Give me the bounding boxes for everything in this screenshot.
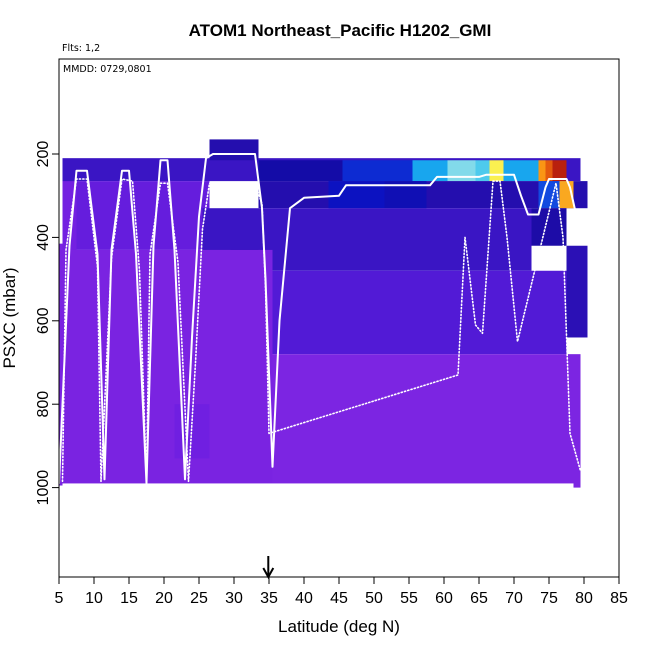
y-tick-label-400: 400 [35, 224, 52, 251]
flight-track-dotted [61, 178, 582, 483]
x-tick-label-35: 35 [260, 590, 278, 607]
marker-head [262, 567, 275, 580]
x-tick-label-20: 20 [155, 590, 173, 607]
heatmap-cell-8 [447, 160, 476, 182]
x-tick-label-5: 5 [55, 590, 64, 607]
heatmap-cell-26 [62, 249, 273, 484]
x-axis-label: Latitude (deg N) [278, 617, 400, 636]
x-tick-label-10: 10 [85, 590, 103, 607]
heatmap-cell-6 [342, 160, 413, 182]
heatmap-cell-29 [573, 470, 581, 488]
heatmap-cell-4 [209, 139, 259, 161]
flight-track-solid [59, 153, 578, 485]
heatmap-cell-25 [272, 270, 567, 355]
x-tick-label-75: 75 [540, 590, 558, 607]
heatmap-cell-9 [475, 160, 490, 182]
flight-tracks [59, 153, 582, 485]
y-tick-label-1000: 1000 [35, 470, 52, 506]
heatmap-cell-10 [489, 160, 504, 182]
x-tick-label-60: 60 [435, 590, 453, 607]
chart-title: ATOM1 Northeast_Pacific H1202_GMI [189, 21, 492, 40]
x-tick-label-85: 85 [610, 590, 628, 607]
x-tick-label-25: 25 [190, 590, 208, 607]
x-tick-label-45: 45 [330, 590, 348, 607]
heatmap-cell-3 [76, 181, 210, 250]
heatmap-cell-22 [272, 208, 532, 271]
y-tick-label-600: 600 [35, 307, 52, 334]
heatmap-cells [59, 139, 588, 488]
x-tick-label-55: 55 [400, 590, 418, 607]
y-axis-label: PSXC (mbar) [0, 267, 19, 368]
dates-annotation: MMDD: 0729,0801 [63, 64, 152, 75]
x-axis: 5 10 15 20 25 30 35 40 45 50 55 60 65 70 75 80 85 [55, 576, 628, 607]
x-tick-label-30: 30 [225, 590, 243, 607]
heatmap-cell-7 [412, 160, 448, 182]
heatmap-cell-13 [545, 160, 553, 182]
y-axis: 200 400 600 800 1000 [35, 141, 60, 506]
x-tick-label-70: 70 [505, 590, 523, 607]
heatmap-cell-11 [503, 160, 539, 182]
heatmap-cell-14 [552, 160, 567, 182]
heatmap-cell-0 [59, 243, 63, 486]
x-tick-label-15: 15 [120, 590, 138, 607]
heatmap-cell-27 [272, 354, 581, 484]
heatmap-cell-5 [258, 160, 343, 182]
x-tick-label-65: 65 [470, 590, 488, 607]
heatmap-cell-12 [538, 160, 546, 182]
heatmap-cell-24 [566, 245, 588, 338]
latitude-marker-arrow [262, 556, 275, 580]
x-tick-label-40: 40 [295, 590, 313, 607]
flights-annotation: Flts: 1,2 [62, 43, 100, 54]
y-tick-label-800: 800 [35, 391, 52, 418]
x-tick-label-50: 50 [365, 590, 383, 607]
y-tick-label-200: 200 [35, 141, 52, 168]
x-tick-label-80: 80 [575, 590, 593, 607]
